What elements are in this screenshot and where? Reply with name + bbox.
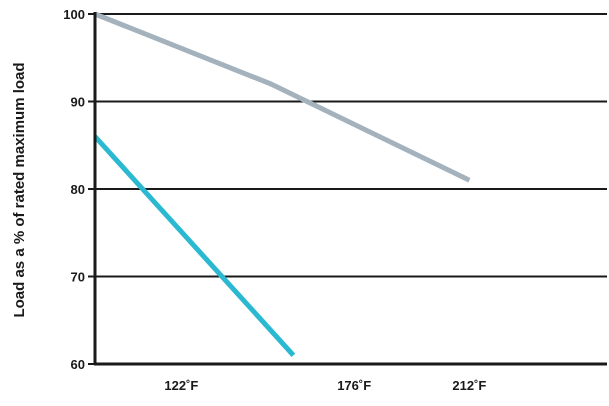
y-axis-label: Load as a % of rated maximum load — [11, 62, 28, 317]
series-line-2 — [93, 134, 296, 357]
series-line-1 — [94, 11, 471, 183]
y-tick-label-70: 70 — [71, 270, 85, 285]
y-tick-label-80: 80 — [71, 182, 85, 197]
x-tick-label-2: 212˚F — [452, 378, 486, 393]
x-tick-label-0: 122˚F — [164, 378, 198, 393]
series-lines — [93, 11, 471, 357]
y-tick-label-60: 60 — [71, 357, 85, 372]
y-tick-label-100: 100 — [63, 7, 85, 22]
y-tick-label-90: 90 — [71, 95, 85, 110]
x-tick-label-1: 176˚F — [337, 378, 371, 393]
x-tick-labels: 122˚F 176˚F 212˚F — [164, 378, 486, 393]
grid-lines — [95, 13, 607, 278]
y-tick-labels: 60 70 80 90 100 — [63, 7, 85, 372]
axes — [88, 12, 607, 366]
